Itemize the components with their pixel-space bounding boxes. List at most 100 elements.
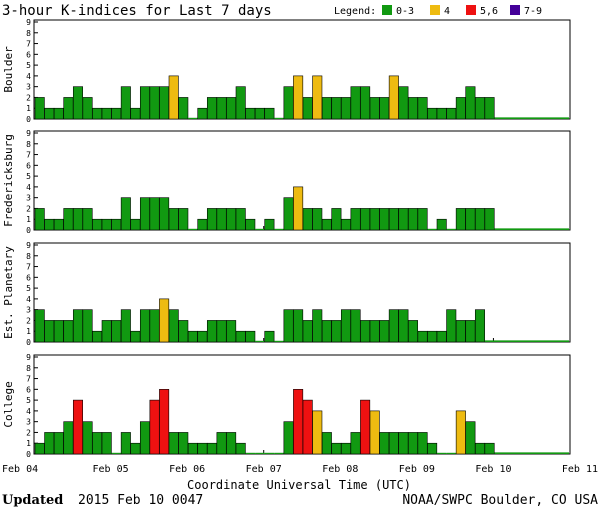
k-index-bar	[53, 107, 64, 120]
k-index-bar	[149, 309, 160, 343]
k-index-bar	[427, 228, 437, 230]
k-index-bar	[44, 107, 55, 120]
k-index-bar	[197, 107, 208, 120]
k-index-bar	[474, 208, 485, 231]
y-tick-label: 6	[26, 273, 31, 282]
k-index-bar	[274, 340, 284, 342]
k-index-bar	[398, 208, 409, 231]
k-index-bar	[340, 218, 351, 231]
k-index-bar	[331, 442, 342, 455]
k-index-bar	[168, 208, 179, 231]
y-tick-label: 3	[26, 418, 31, 427]
k-index-bar	[111, 218, 122, 231]
k-index-bar	[139, 197, 150, 231]
k-index-bar	[63, 320, 74, 343]
y-tick-label: 9	[26, 241, 31, 250]
y-axis-label: Fredericksburg	[2, 134, 15, 227]
y-tick-label: 7	[26, 40, 31, 49]
k-index-bar	[82, 97, 93, 120]
k-index-bar	[321, 432, 332, 455]
y-tick-label: 5	[26, 284, 31, 293]
y-tick-label: 3	[26, 194, 31, 203]
k-index-bar	[178, 208, 189, 231]
k-index-bar	[427, 107, 438, 120]
x-tick-label: Feb 04	[2, 464, 38, 475]
k-index-bar	[72, 309, 83, 343]
k-index-bar	[274, 228, 284, 230]
k-index-bar	[331, 320, 342, 343]
k-index-bar	[417, 208, 428, 231]
k-index-bar	[44, 432, 55, 455]
k-index-bar	[178, 432, 189, 455]
k-index-bar	[312, 75, 323, 120]
y-tick-label: 6	[26, 161, 31, 170]
k-index-bar	[82, 208, 93, 231]
k-index-bar	[379, 320, 390, 343]
legend-item-label: 7-9	[524, 6, 542, 17]
y-tick-label: 4	[26, 295, 31, 304]
k-index-bar	[120, 309, 131, 343]
x-tick-label: Feb 05	[93, 464, 129, 475]
k-index-bar	[226, 208, 237, 231]
y-tick-label: 8	[26, 140, 31, 149]
k-index-bar	[206, 320, 217, 343]
k-index-bar	[235, 442, 246, 455]
y-tick-label: 5	[26, 172, 31, 181]
source-credit: NOAA/SWPC Boulder, CO USA	[402, 493, 598, 508]
k-index-bar	[436, 330, 447, 343]
k-index-bar	[187, 330, 198, 343]
k-index-bar	[264, 218, 275, 231]
k-index-bar	[63, 97, 74, 120]
k-index-bar	[187, 442, 198, 455]
k-index-bar	[455, 320, 466, 343]
legend-swatch	[510, 5, 520, 15]
x-tick-label: Feb 10	[475, 464, 511, 475]
y-tick-label: 9	[26, 18, 31, 27]
x-tick-label: Feb 11	[562, 464, 598, 475]
y-tick-label: 1	[26, 215, 31, 224]
k-index-bar	[369, 208, 380, 231]
legend-item-label: 4	[444, 6, 450, 17]
k-index-bar	[360, 399, 371, 455]
k-index-bar	[350, 432, 361, 455]
y-tick-label: 0	[26, 338, 31, 347]
k-index-bar	[82, 309, 93, 343]
legend-item-label: 0-3	[396, 6, 414, 17]
k-index-bar	[82, 421, 93, 455]
k-index-bar	[216, 97, 227, 120]
k-index-bar	[130, 107, 141, 120]
k-index-bar	[484, 208, 495, 231]
k-index-bar	[350, 86, 361, 120]
y-tick-label: 9	[26, 353, 31, 362]
k-index-bar	[398, 432, 409, 455]
x-axis: Feb 04 Feb 05 Feb 06 Feb 07 Feb 08 Feb 09 Feb …	[2, 464, 598, 475]
k-index-bar	[302, 97, 313, 120]
y-tick-label: 0	[26, 450, 31, 459]
y-axis-label: Boulder	[2, 46, 15, 93]
k-index-bar	[331, 97, 342, 120]
k-index-bar	[235, 330, 246, 343]
k-index-bar	[206, 208, 217, 231]
k-index-bar	[255, 452, 265, 454]
updated-label: Updated	[2, 493, 63, 508]
k-index-bar	[436, 218, 447, 231]
y-tick-label: 7	[26, 151, 31, 160]
k-index-bar	[264, 452, 275, 454]
k-index-bar	[111, 107, 122, 120]
k-index-bar	[101, 432, 112, 455]
y-tick-label: 5	[26, 396, 31, 405]
y-tick-label: 2	[26, 428, 31, 437]
k-index-bar	[484, 97, 495, 120]
k-index-bar	[321, 320, 332, 343]
panels: 0123456789Boulder0123456789Fredericksbur…	[2, 18, 571, 459]
k-index-bar	[455, 410, 466, 455]
y-tick-label: 2	[26, 204, 31, 213]
k-index-bar	[293, 309, 304, 343]
k-index-bar	[293, 75, 304, 120]
k-index-bar	[245, 218, 256, 231]
k-index-bar	[465, 320, 476, 343]
y-axis-label: Est. Planetary	[2, 246, 15, 339]
legend-item-label: 5,6	[480, 6, 498, 17]
k-index-bar	[130, 218, 141, 231]
